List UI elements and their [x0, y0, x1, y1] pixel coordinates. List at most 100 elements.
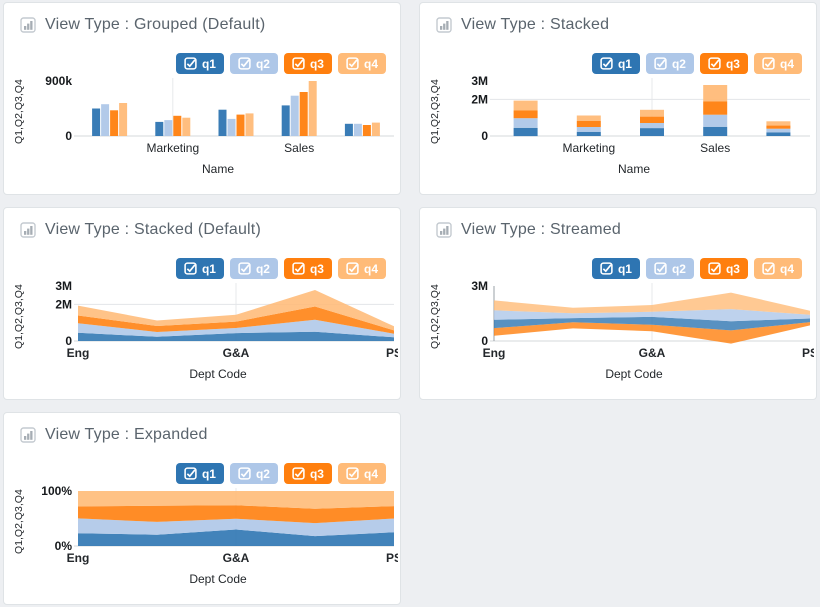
bar-q3-Sales[interactable]: [299, 92, 308, 136]
bar-q2-Marketing[interactable]: [164, 120, 173, 136]
area-q4[interactable]: [78, 491, 394, 509]
legend-toggle-q2[interactable]: q2: [229, 463, 278, 484]
y-tick-label: 0%: [55, 539, 73, 553]
checkbox-checked-icon: [762, 262, 775, 275]
y-tick-label: 3M: [55, 281, 72, 293]
legend-toggle-q2[interactable]: q2: [645, 258, 694, 279]
bar-segment-q2-G&A[interactable]: [640, 123, 664, 129]
grouped-bar-chart-canvas[interactable]: 900k 0 Marketing Sales: [38, 76, 398, 160]
x-category-label: G&A: [223, 346, 250, 360]
y-tick-label: 0: [481, 129, 488, 143]
legend-toggle-q4[interactable]: q4: [753, 258, 802, 279]
checkbox-checked-icon: [238, 262, 251, 275]
bar-segment-q1-Marketing[interactable]: [576, 131, 601, 136]
area-q3[interactable]: [494, 322, 810, 344]
bar-segment-q1-Sales[interactable]: [703, 126, 728, 136]
y-tick-label: 100%: [41, 486, 72, 498]
legend-toggle-q2[interactable]: q2: [229, 53, 278, 74]
expanded-area-chart-canvas[interactable]: 100% 0%Eng G&A PS: [38, 486, 398, 570]
area-q4[interactable]: [494, 292, 810, 315]
area-q3[interactable]: [78, 505, 394, 524]
bar-q4-Sales[interactable]: [308, 81, 317, 136]
legend-toggle-q4[interactable]: q4: [337, 463, 386, 484]
y-axis-title: Q1,Q2,Q3,Q4: [13, 489, 25, 555]
bar-segment-q4-Sales[interactable]: [703, 85, 728, 102]
bar-q2-G&A[interactable]: [227, 118, 236, 136]
bar-q1-Sales[interactable]: [281, 105, 290, 136]
stacked-bar-chart-canvas[interactable]: 3M 2M 0 Marketing Sales: [454, 76, 814, 160]
bar-segment-q3-Marketing[interactable]: [576, 121, 601, 127]
legend-toggle-q3[interactable]: q3: [283, 53, 332, 74]
legend-toggle-q4[interactable]: q4: [753, 53, 802, 74]
bar-q3-Eng[interactable]: [110, 110, 119, 136]
bar-segment-q4-Marketing[interactable]: [576, 115, 601, 122]
bar-q3-PS[interactable]: [362, 125, 371, 136]
legend-toggle-q4[interactable]: q4: [337, 53, 386, 74]
bar-segment-q4-G&A[interactable]: [640, 109, 664, 117]
bar-q3-G&A[interactable]: [236, 114, 245, 136]
legend-toggle-q2[interactable]: q2: [229, 258, 278, 279]
legend-toggle-q1[interactable]: q1: [591, 53, 640, 74]
legend-toggle-q4[interactable]: q4: [337, 258, 386, 279]
checkbox-checked-icon: [600, 57, 613, 70]
y-axis-title: Q1,Q2,Q3,Q4: [13, 79, 25, 145]
bar-q2-Sales[interactable]: [290, 95, 299, 136]
checkbox-checked-icon: [346, 467, 359, 480]
legend-toggle-q1[interactable]: q1: [175, 463, 224, 484]
legend-toggle-q3[interactable]: q3: [283, 463, 332, 484]
legend-toggle-q2[interactable]: q2: [645, 53, 694, 74]
area-q1[interactable]: [78, 331, 394, 341]
bar-segment-q3-G&A[interactable]: [640, 116, 664, 123]
bar-q4-Marketing[interactable]: [182, 117, 191, 136]
area-q2[interactable]: [494, 309, 810, 322]
bar-segment-q2-Eng[interactable]: [513, 118, 538, 128]
bar-segment-q3-PS[interactable]: [766, 125, 791, 129]
legend-toggle-q1[interactable]: q1: [175, 258, 224, 279]
checkbox-checked-icon: [600, 262, 613, 275]
area-q1[interactable]: [78, 529, 394, 547]
panel-streamed: View Type : Streamed Q1,Q2,Q3,Q4 q1 q2: [419, 207, 817, 400]
bar-segment-q4-Eng[interactable]: [513, 100, 538, 111]
bar-segment-q3-Eng[interactable]: [513, 110, 538, 119]
bar-q1-Eng[interactable]: [92, 108, 101, 137]
bar-q2-Eng[interactable]: [101, 104, 110, 136]
area-q2[interactable]: [78, 319, 394, 338]
legend-toggle-q1[interactable]: q1: [175, 53, 224, 74]
legend-label: q2: [671, 261, 686, 276]
bar-segment-q1-PS[interactable]: [766, 132, 791, 136]
checkbox-checked-icon: [762, 57, 775, 70]
x-category-label: PS: [386, 346, 398, 360]
bar-segment-q1-G&A[interactable]: [640, 128, 664, 136]
legend-toggle-q1[interactable]: q1: [591, 258, 640, 279]
bar-q4-PS[interactable]: [371, 122, 380, 136]
x-axis-title: Dept Code: [189, 572, 247, 586]
area-q2[interactable]: [78, 518, 394, 537]
panel-header: View Type : Streamed: [420, 208, 816, 239]
bar-q3-Marketing[interactable]: [173, 115, 182, 136]
area-q4[interactable]: [78, 290, 394, 331]
bar-segment-q4-PS[interactable]: [766, 121, 791, 126]
legend-toggle-q3[interactable]: q3: [699, 258, 748, 279]
area-q1[interactable]: [494, 316, 810, 331]
checkbox-checked-icon: [184, 57, 197, 70]
legend-toggle-q3[interactable]: q3: [699, 53, 748, 74]
panel-title: View Type : Expanded: [45, 426, 208, 443]
bar-segment-q2-PS[interactable]: [766, 128, 791, 133]
bar-segment-q2-Sales[interactable]: [703, 114, 728, 127]
bar-q4-Eng[interactable]: [119, 103, 128, 136]
legend-toggle-q3[interactable]: q3: [283, 258, 332, 279]
bar-segment-q2-Marketing[interactable]: [576, 127, 601, 132]
bar-q1-Marketing[interactable]: [155, 121, 164, 136]
bar-segment-q1-Eng[interactable]: [513, 127, 538, 137]
bar-q1-G&A[interactable]: [218, 109, 227, 136]
bar-q4-G&A[interactable]: [245, 113, 254, 136]
legend-label: q1: [201, 466, 216, 481]
area-q3[interactable]: [78, 306, 394, 334]
y-tick-label: 3M: [471, 76, 488, 88]
bar-segment-q3-Sales[interactable]: [703, 101, 728, 115]
bar-q1-PS[interactable]: [344, 123, 353, 136]
bar-q2-PS[interactable]: [353, 123, 362, 136]
